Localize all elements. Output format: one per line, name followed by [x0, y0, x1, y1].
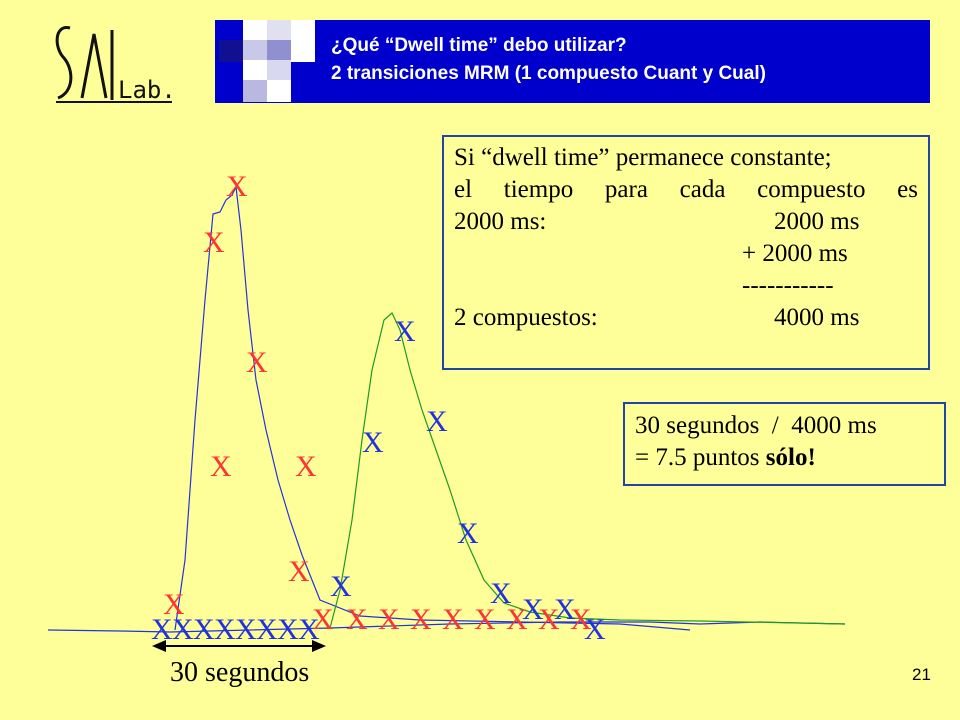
dwell-time-info-box: Si “dwell time” permanece constante; el … [442, 135, 930, 370]
marker-x: X [256, 613, 278, 646]
marker-x: X [193, 613, 215, 646]
peak-trace-2 [329, 312, 846, 629]
decor-square [267, 80, 291, 102]
info-line: el tiempo para cada compuesto es [454, 176, 918, 203]
points-calculation-box: 30 segundos / 4000 ms = 7.5 puntos sólo! [623, 402, 946, 486]
info-line: ----------- [454, 270, 918, 302]
marker-x: X [172, 613, 194, 646]
marker-x: X [457, 517, 479, 550]
marker-x: X [410, 603, 432, 636]
marker-x: X [442, 603, 464, 636]
decor-square [243, 80, 267, 102]
logo-text: Lab. [118, 76, 176, 104]
info-label: 2000 ms: [454, 208, 547, 235]
info-value: 2000 ms [774, 208, 860, 235]
marker-x: X [288, 555, 310, 588]
marker-x: X [378, 603, 400, 636]
marker-x: X [277, 613, 299, 646]
info-value: 4000 ms [774, 304, 860, 331]
calc-line: = 7.5 puntos sólo! [635, 442, 934, 474]
decor-square [267, 40, 291, 62]
blue-markers: X X X X X X X X X X X X X X X X X [151, 315, 606, 646]
marker-x: X [210, 450, 232, 483]
decor-square [243, 60, 267, 82]
marker-x: X [490, 577, 512, 610]
decor-square [291, 40, 315, 62]
decor-square [267, 20, 291, 42]
marker-x: X [522, 593, 544, 626]
info-line: Si “dwell time” permanece constante; [454, 144, 832, 171]
calc-emphasis: sólo! [765, 444, 816, 471]
decor-square [219, 40, 243, 62]
marker-x: X [151, 613, 173, 646]
marker-x: X [584, 613, 606, 646]
time-span-arrow [152, 640, 326, 652]
decor-square [291, 20, 315, 42]
marker-x: X [506, 603, 528, 636]
calc-line: 30 segundos / 4000 ms [635, 412, 877, 439]
calc-text: = 7.5 puntos [635, 444, 766, 471]
marker-x: X [203, 226, 225, 259]
decor-square [243, 40, 267, 62]
marker-x: X [163, 588, 185, 621]
info-line: + 2000 ms [454, 238, 918, 270]
marker-x: X [330, 570, 352, 603]
baseline-trace [47, 621, 846, 633]
page-number: 21 [912, 665, 931, 684]
sal-lab-logo: Lab. [55, 26, 176, 104]
marker-x: X [538, 603, 560, 636]
decor-square [243, 20, 267, 42]
info-line: 2000 ms: 2000 ms [454, 206, 918, 238]
slide-subtitle: 2 transiciones MRM (1 compuesto Cuant y … [331, 63, 766, 84]
slide-title: ¿Qué “Dwell time” debo utilizar? [331, 35, 627, 56]
time-span-label: 30 segundos [170, 657, 310, 688]
marker-x: X [246, 346, 268, 379]
marker-x: X [474, 603, 496, 636]
marker-x: X [362, 426, 384, 459]
marker-x: X [312, 603, 334, 636]
marker-x: X [570, 603, 592, 636]
marker-x: X [298, 613, 320, 646]
title-bar: ¿Qué “Dwell time” debo utilizar? 2 trans… [215, 20, 930, 103]
red-markers: X X X X X X X X X X X X X X X X [163, 170, 592, 636]
marker-x: X [554, 593, 576, 626]
marker-x: X [346, 603, 368, 636]
info-label: 2 compuestos: [454, 304, 598, 331]
info-separator: ----------- [742, 272, 834, 299]
marker-x: X [235, 613, 257, 646]
info-line: 2 compuestos: 4000 ms [454, 302, 918, 334]
marker-x: X [226, 170, 248, 203]
info-value: + 2000 ms [742, 240, 848, 267]
marker-x: X [295, 450, 317, 483]
marker-x: X [394, 315, 416, 348]
marker-x: X [426, 405, 448, 438]
marker-x: X [214, 613, 236, 646]
peak-trace-1 [174, 184, 691, 631]
decor-square [267, 60, 291, 82]
